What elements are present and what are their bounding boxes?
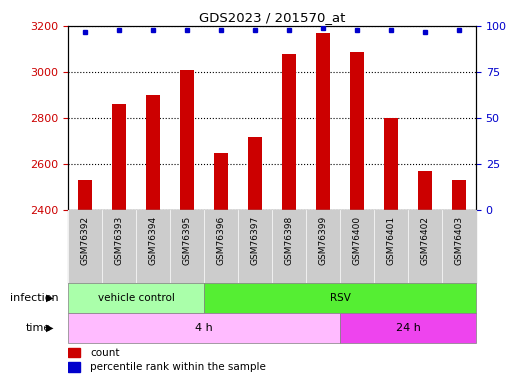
Bar: [146, 95, 160, 210]
Bar: [78, 180, 92, 210]
Text: GSM76395: GSM76395: [183, 216, 191, 265]
Bar: [68, 362, 80, 372]
Text: GSM76403: GSM76403: [454, 216, 463, 265]
Title: GDS2023 / 201570_at: GDS2023 / 201570_at: [199, 11, 345, 24]
Text: GSM76402: GSM76402: [420, 216, 429, 265]
Bar: [180, 70, 194, 210]
Bar: [384, 118, 397, 210]
Text: count: count: [90, 348, 120, 358]
Bar: [316, 33, 329, 210]
Bar: [340, 313, 476, 343]
Text: time: time: [26, 323, 51, 333]
Text: RSV: RSV: [329, 293, 350, 303]
Text: percentile rank within the sample: percentile rank within the sample: [90, 362, 266, 372]
Bar: [418, 171, 431, 210]
Bar: [112, 104, 126, 210]
Text: GSM76396: GSM76396: [217, 216, 225, 265]
Text: infection: infection: [10, 293, 59, 303]
Text: 4 h: 4 h: [195, 323, 213, 333]
Bar: [68, 313, 340, 343]
Text: GSM76393: GSM76393: [115, 216, 123, 265]
Text: GSM76392: GSM76392: [81, 216, 89, 265]
Text: GSM76394: GSM76394: [149, 216, 157, 265]
Text: 24 h: 24 h: [395, 323, 420, 333]
Bar: [452, 180, 465, 210]
Bar: [68, 348, 80, 357]
Text: ▶: ▶: [46, 323, 53, 333]
Bar: [350, 51, 363, 210]
Bar: [214, 153, 228, 210]
Bar: [204, 283, 476, 313]
Text: vehicle control: vehicle control: [98, 293, 174, 303]
Text: GSM76401: GSM76401: [386, 216, 395, 265]
Bar: [282, 54, 295, 210]
Text: GSM76397: GSM76397: [251, 216, 259, 265]
Text: GSM76398: GSM76398: [285, 216, 293, 265]
Text: GSM76399: GSM76399: [319, 216, 327, 265]
Text: GSM76400: GSM76400: [353, 216, 361, 265]
Text: ▶: ▶: [46, 293, 53, 303]
Bar: [68, 283, 204, 313]
Bar: [248, 136, 262, 210]
